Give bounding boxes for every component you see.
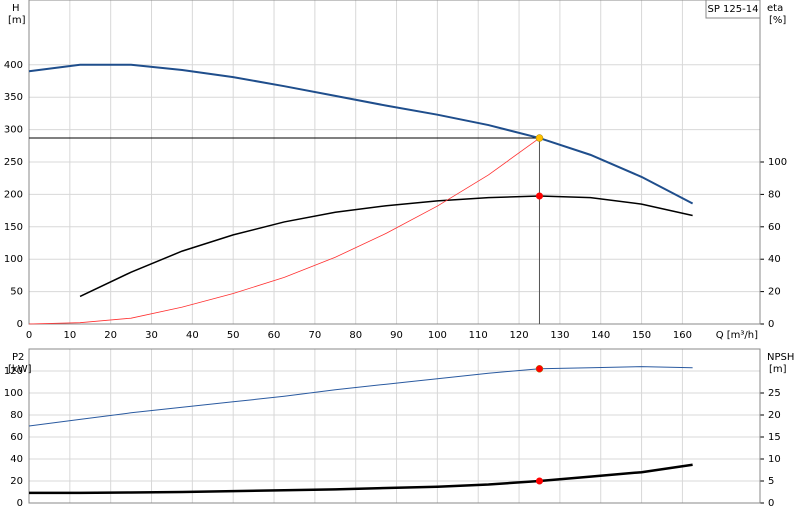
x-tick-label: 0 (26, 330, 32, 341)
y-tick-label: 60 (10, 432, 23, 443)
y-tick-label: 50 (10, 287, 23, 298)
operating-point (535, 365, 544, 373)
y2-tick-label: 20 (768, 287, 781, 298)
operating-point (535, 477, 543, 485)
plot-frame (28, 0, 761, 325)
label-box (705, 0, 761, 19)
y2-tick-label: 0 (768, 319, 774, 330)
x-axis-label: Q [m³/h] (716, 330, 758, 341)
y2-tick-label: 10 (768, 454, 781, 465)
y2-tick-label: 5 (768, 476, 774, 487)
y2-tick-label: 60 (768, 222, 781, 233)
y-tick-label: 300 (4, 125, 23, 136)
curve-label: SP 125-14 (708, 4, 759, 15)
y-axis-label: P2 (12, 352, 24, 363)
y2-tick-label: 0 (768, 498, 774, 509)
y-tick-label: 100 (4, 254, 23, 265)
y2-axis-label: NPSH (767, 352, 794, 363)
x-tick-label: 30 (145, 330, 158, 341)
x-tick-label: 90 (390, 330, 403, 341)
x-tick-label: 80 (349, 330, 362, 341)
y-tick-label: 80 (10, 410, 23, 421)
x-tick-label: 150 (632, 330, 651, 341)
x-tick-label: 110 (469, 330, 488, 341)
y-tick-label: 350 (4, 92, 23, 103)
series-line (28, 366, 693, 427)
y-tick-label: 20 (10, 476, 23, 487)
y-tick-label: 100 (4, 388, 23, 399)
y-axis-unit: [kW] (8, 364, 32, 375)
x-tick-label: 10 (63, 330, 76, 341)
y2-axis-label: eta (767, 3, 783, 14)
x-tick-label: 50 (227, 330, 240, 341)
y-tick-label: 40 (10, 454, 23, 465)
y-tick-label: 0 (17, 498, 23, 509)
series-line (29, 463, 693, 495)
x-tick-label: 20 (104, 330, 117, 341)
y-axis-label: H (12, 3, 20, 14)
plot-area (29, 349, 760, 503)
y2-tick-label: 25 (768, 388, 781, 399)
y2-tick-label: 100 (768, 157, 787, 168)
y-tick-label: 150 (4, 222, 23, 233)
x-tick-label: 60 (268, 330, 281, 341)
y2-tick-label: 80 (768, 189, 781, 200)
x-tick-label: 160 (673, 330, 692, 341)
x-tick-label: 120 (510, 330, 529, 341)
y2-tick-label: 20 (768, 410, 781, 421)
x-tick-label: 140 (591, 330, 610, 341)
y-tick-label: 120 (4, 366, 23, 377)
series-line (28, 63, 694, 205)
y2-tick-label: 15 (768, 432, 781, 443)
y2-axis-unit: [m] (769, 364, 787, 375)
y-tick-label: 0 (17, 319, 23, 330)
x-tick-label: 100 (428, 330, 447, 341)
x-tick-label: 130 (550, 330, 569, 341)
x-tick-label: 70 (308, 330, 321, 341)
y2-tick-label: 40 (768, 254, 781, 265)
series-line (79, 195, 693, 298)
series-line (28, 137, 540, 325)
operating-point (535, 192, 543, 200)
y-tick-label: 250 (4, 157, 23, 168)
operating-point (535, 134, 544, 142)
y-tick-label: 400 (4, 60, 23, 71)
y-axis-unit: [m] (8, 15, 26, 26)
y2-axis-unit: [%] (769, 15, 786, 26)
y-tick-label: 200 (4, 189, 23, 200)
x-tick-label: 40 (186, 330, 199, 341)
